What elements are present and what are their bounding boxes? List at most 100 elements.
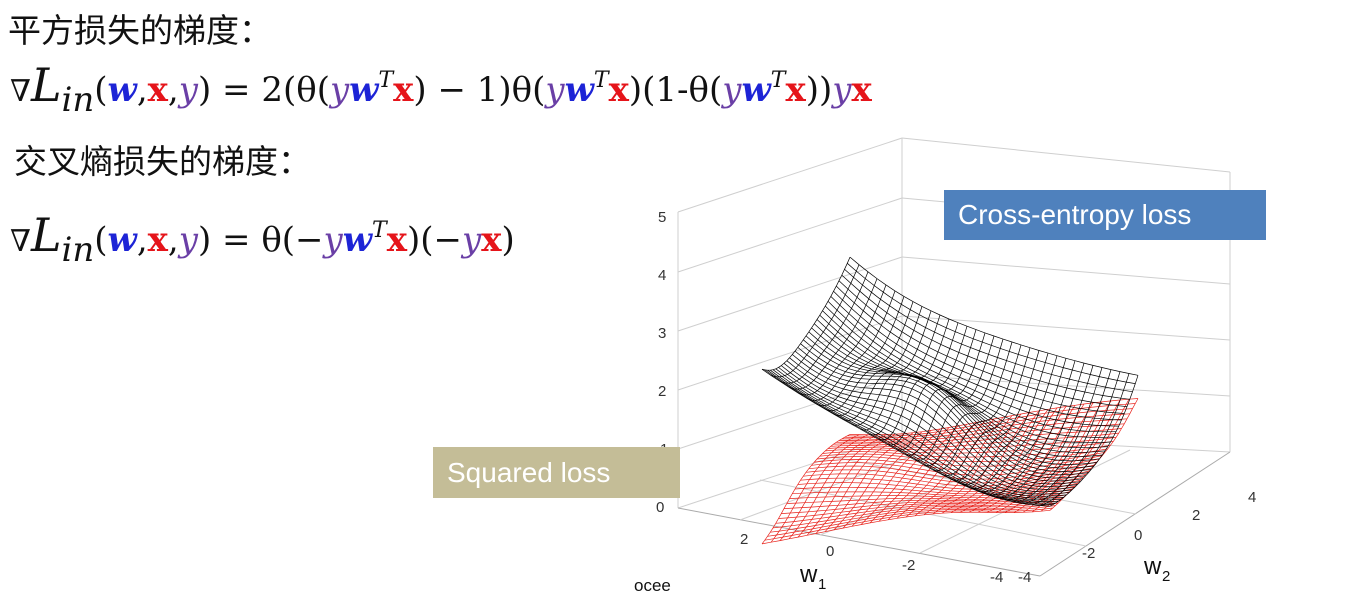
w-symbol: w: [349, 70, 379, 110]
y-symbol: y: [323, 220, 343, 260]
cross-entropy-gradient-formula: ∇Lin(w,x,y) = θ(−ywTx)(−yx): [10, 212, 515, 267]
w2-tick: 0: [1134, 527, 1142, 544]
cross-entropy-loss-mesh-line: [1040, 373, 1130, 506]
comma: ,: [136, 220, 148, 260]
cross-entropy-gradient-heading: 交叉熵损失的梯度：: [14, 142, 311, 181]
loss-subscript: in: [61, 80, 95, 120]
w1-tick: 0: [826, 543, 834, 560]
squared-loss-mesh: [761, 398, 1139, 545]
cross-entropy-loss-label: Cross-entropy loss: [944, 190, 1266, 240]
transpose-symbol: T: [593, 68, 609, 93]
squared-loss-mesh-line: [815, 433, 905, 534]
squared-loss-mesh-line: [869, 425, 959, 524]
y-symbol: y: [178, 70, 198, 110]
cross-entropy-loss-mesh-line: [1013, 367, 1103, 503]
cross-entropy-loss-mesh-line: [869, 322, 959, 436]
cross-entropy-loss-mesh-line: [932, 344, 1022, 471]
cross-entropy-loss-mesh: [761, 256, 1139, 507]
squared-loss-mesh-line: [770, 434, 860, 543]
y-symbol: y: [462, 220, 482, 260]
cross-entropy-loss-mesh-line: [1031, 371, 1121, 506]
z-tick: 4: [658, 267, 666, 284]
loss-subscript: in: [61, 230, 95, 270]
z-tick: 3: [658, 325, 666, 342]
formula-text: )(−: [407, 220, 463, 260]
nabla-symbol: ∇: [10, 74, 31, 109]
w1-tick: 2: [740, 531, 748, 548]
paren: (: [94, 70, 108, 110]
squared-loss-mesh-line: [878, 423, 968, 522]
cross-entropy-loss-mesh-line: [806, 290, 896, 401]
squared-loss-mesh-line: [779, 434, 869, 541]
y-symbol: y: [545, 70, 565, 110]
transpose-symbol: T: [372, 218, 387, 243]
w-symbol: w: [342, 220, 373, 260]
cross-entropy-loss-mesh-line: [816, 319, 1106, 453]
w1-tick: -2: [902, 557, 915, 574]
y-symbol: y: [832, 70, 852, 110]
cross-entropy-loss-mesh-line: [977, 358, 1067, 493]
x-symbol: x: [393, 70, 414, 110]
z-tick: 2: [658, 383, 666, 400]
cross-entropy-loss-mesh-line: [779, 271, 869, 384]
squared-loss-gradient-heading: 平方损失的梯度：: [8, 11, 272, 50]
squared-loss-mesh-line: [788, 434, 878, 540]
comma: ,: [136, 70, 148, 110]
cross-entropy-loss-mesh-line: [950, 350, 1040, 481]
formula-text: ): [501, 220, 515, 260]
w-symbol: w: [564, 70, 594, 110]
w1-tick: -4: [990, 569, 1003, 586]
w2-tick: -2: [1082, 545, 1095, 562]
squared-loss-mesh-line: [896, 420, 986, 519]
loss-symbol: L: [30, 208, 62, 262]
formula-text: ) = 2(θ(: [197, 70, 330, 110]
squared-loss-mesh-line: [950, 410, 1040, 513]
w2-tick: 4: [1248, 489, 1256, 506]
squared-loss-mesh-line: [806, 433, 896, 536]
squared-loss-mesh-line: [941, 412, 1031, 514]
w1-axis-label: w: [799, 561, 818, 588]
formula-text: )(1-θ(: [628, 70, 723, 110]
y-symbol: y: [329, 70, 350, 110]
comma: ,: [167, 70, 179, 110]
squared-loss-mesh-line: [923, 415, 1013, 516]
z-tick: 5: [658, 209, 666, 226]
cross-entropy-loss-mesh-line: [959, 353, 1049, 485]
squared-loss-mesh-line: [833, 431, 923, 531]
cross-entropy-loss-mesh-line: [986, 360, 1076, 496]
cross-entropy-loss-mesh-line: [896, 332, 986, 451]
y-symbol: y: [722, 70, 742, 110]
cross-entropy-loss-mesh-line: [1049, 375, 1139, 507]
w2-tick: 2: [1192, 507, 1200, 524]
loss-surface-plot: 0 1 2 3 4 5 2 0 -2 -4 -4 -2 0 2 4 w 1 w …: [656, 137, 1256, 593]
squared-loss-gradient-formula: ∇Lin(w,x,y) = 2(θ(ywTx) − 1)θ(ywTx)(1-θ(…: [10, 62, 872, 117]
cross-entropy-loss-mesh-line: [887, 329, 977, 446]
squared-loss-label: Squared loss: [433, 447, 680, 498]
squared-loss-mesh-line: [986, 405, 1076, 513]
w-symbol: w: [107, 70, 137, 110]
w2-axis-subscript: 2: [1162, 568, 1170, 585]
w2-tick: -4: [1018, 569, 1031, 586]
x-symbol: x: [785, 70, 806, 110]
cross-entropy-loss-mesh-line: [833, 306, 923, 416]
nabla-symbol: ∇: [10, 224, 31, 259]
formula-text: ) = θ(−: [197, 220, 324, 260]
transpose-symbol: T: [378, 68, 394, 93]
cross-entropy-loss-mesh-line: [815, 296, 905, 406]
cross-entropy-loss-mesh-line: [968, 355, 1058, 489]
x-symbol: x: [147, 70, 168, 110]
cross-entropy-loss-mesh-line: [905, 335, 995, 456]
cross-entropy-loss-mesh-line: [851, 314, 941, 426]
squared-loss-mesh-line: [851, 428, 941, 527]
cross-entropy-loss-mesh-line: [797, 284, 887, 396]
squared-loss-mesh-line: [842, 430, 932, 529]
transpose-symbol: T: [770, 68, 786, 93]
x-symbol: x: [851, 70, 872, 110]
footer-note: ocee: [634, 576, 671, 595]
paren: (: [94, 220, 108, 260]
cross-entropy-loss-mesh-line: [788, 278, 878, 390]
squared-loss-mesh-line: [887, 422, 977, 521]
cross-entropy-loss-mesh-line: [914, 339, 1004, 461]
cross-entropy-loss-mesh-line: [860, 318, 950, 431]
squared-loss-mesh-line: [824, 432, 914, 532]
